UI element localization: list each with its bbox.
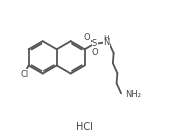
Text: N: N xyxy=(103,38,109,47)
Text: O: O xyxy=(83,33,90,42)
Text: S: S xyxy=(92,39,97,48)
Text: H: H xyxy=(104,35,109,41)
Text: NH₂: NH₂ xyxy=(125,90,141,99)
Text: O: O xyxy=(91,48,98,57)
Text: HCl: HCl xyxy=(76,122,93,132)
Text: Cl: Cl xyxy=(20,70,29,79)
